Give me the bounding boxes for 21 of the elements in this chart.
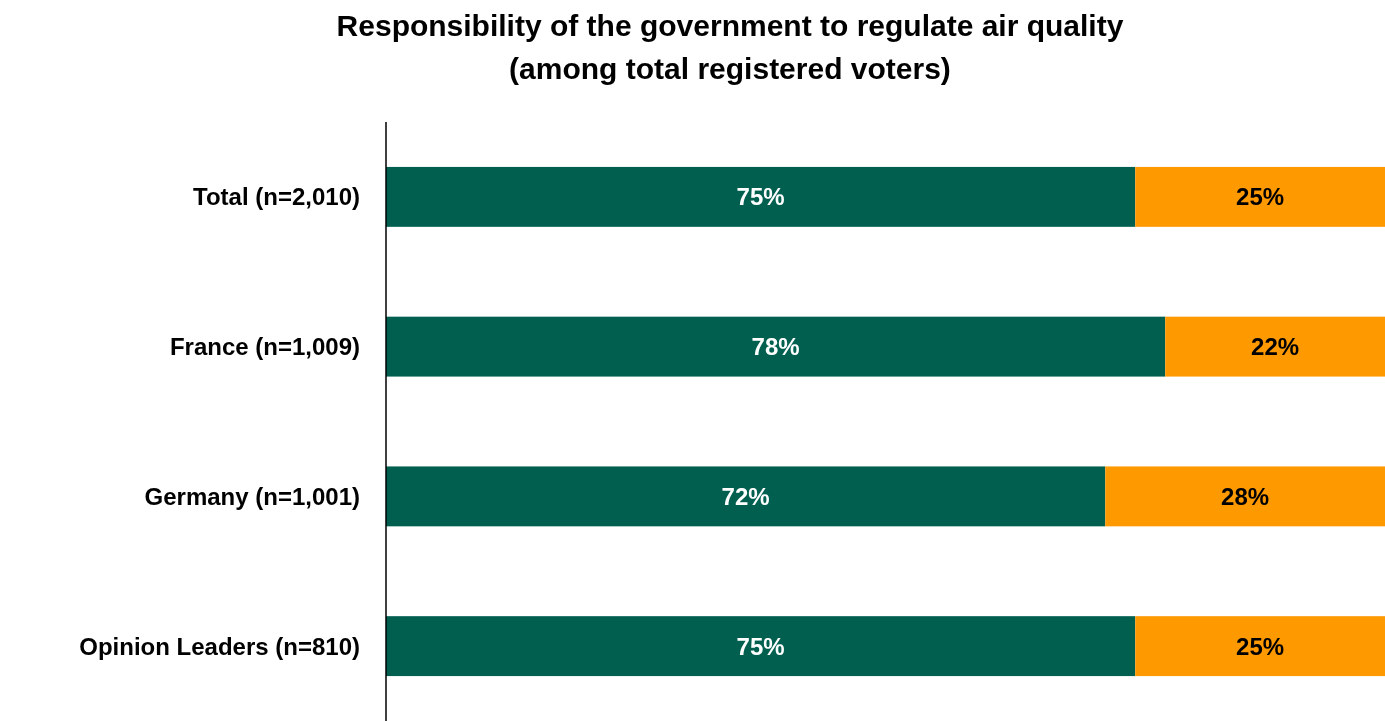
bar — [1135, 166, 1385, 227]
bar — [1105, 466, 1385, 527]
bar — [1135, 616, 1385, 677]
data-label: 25% — [1236, 183, 1285, 211]
data-label: 75% — [736, 183, 785, 211]
bar — [386, 316, 1166, 377]
y-tick-label: Germany (n=1,001) — [144, 482, 360, 510]
data-label: 78% — [751, 333, 800, 361]
y-tick-label: Opinion Leaders (n=810) — [79, 632, 360, 660]
data-label: 22% — [1251, 333, 1300, 361]
data-label: 25% — [1236, 632, 1285, 660]
y-tick-label: France (n=1,009) — [169, 333, 360, 361]
y-tick-label: Total (n=2,010) — [193, 183, 360, 211]
data-label: 28% — [1221, 482, 1270, 510]
bar — [386, 166, 1136, 227]
data-label: 75% — [736, 632, 785, 660]
bar — [1165, 316, 1385, 377]
data-label: 72% — [721, 482, 770, 510]
bar — [386, 616, 1136, 677]
bar — [386, 466, 1106, 527]
chart-title: Responsibility of the government to regulate air quality (among total registered voters) — [336, 9, 1124, 85]
